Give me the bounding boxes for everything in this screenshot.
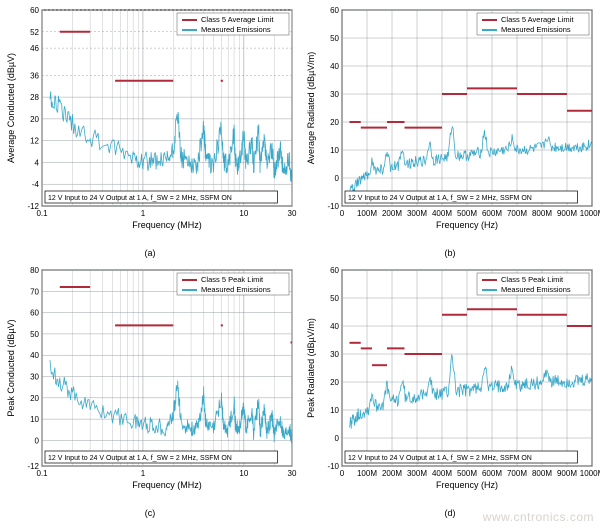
svg-text:10: 10 bbox=[330, 406, 339, 415]
svg-text:20: 20 bbox=[30, 115, 39, 124]
svg-text:30: 30 bbox=[30, 373, 39, 382]
svg-text:800M: 800M bbox=[532, 209, 552, 218]
panel-sublabel: (c) bbox=[0, 508, 300, 518]
svg-text:Frequency (Hz): Frequency (Hz) bbox=[436, 220, 498, 230]
svg-text:300M: 300M bbox=[407, 209, 427, 218]
svg-text:700M: 700M bbox=[507, 209, 527, 218]
panel-c: -12010203040506070800.11103012 V Input t… bbox=[0, 260, 300, 520]
svg-text:0: 0 bbox=[35, 436, 40, 445]
svg-text:800M: 800M bbox=[532, 469, 552, 478]
panel-sublabel: (b) bbox=[300, 248, 600, 258]
svg-text:50: 50 bbox=[30, 330, 39, 339]
svg-text:30: 30 bbox=[330, 350, 339, 359]
svg-text:-4: -4 bbox=[32, 180, 40, 189]
svg-text:4: 4 bbox=[35, 158, 40, 167]
svg-text:Average Conducted (dBµV): Average Conducted (dBµV) bbox=[6, 53, 16, 163]
svg-text:0: 0 bbox=[335, 174, 340, 183]
svg-text:60: 60 bbox=[330, 266, 339, 275]
svg-text:1: 1 bbox=[141, 209, 146, 218]
svg-text:0: 0 bbox=[335, 434, 340, 443]
svg-text:12 V Input to 24 V Output at 1: 12 V Input to 24 V Output at 1 A, f_SW =… bbox=[348, 455, 532, 462]
svg-text:12: 12 bbox=[30, 137, 39, 146]
svg-text:12 V Input to 24 V Output at 1: 12 V Input to 24 V Output at 1 A, f_SW =… bbox=[48, 455, 232, 462]
svg-text:10: 10 bbox=[30, 415, 39, 424]
svg-text:12 V Input to 24 V Output at 1: 12 V Input to 24 V Output at 1 A, f_SW =… bbox=[348, 195, 532, 202]
svg-text:30: 30 bbox=[330, 90, 339, 99]
svg-text:900M: 900M bbox=[557, 469, 577, 478]
svg-text:36: 36 bbox=[30, 71, 39, 80]
svg-text:40: 40 bbox=[330, 62, 339, 71]
svg-text:0: 0 bbox=[340, 209, 345, 218]
svg-text:500M: 500M bbox=[457, 209, 477, 218]
svg-text:20: 20 bbox=[30, 394, 39, 403]
svg-text:Peak Conducted (dBµV): Peak Conducted (dBµV) bbox=[6, 319, 16, 416]
svg-text:700M: 700M bbox=[507, 469, 527, 478]
svg-text:40: 40 bbox=[30, 351, 39, 360]
svg-text:60: 60 bbox=[30, 309, 39, 318]
svg-text:30: 30 bbox=[288, 469, 297, 478]
svg-text:Measured Emissions: Measured Emissions bbox=[201, 25, 271, 34]
svg-text:60: 60 bbox=[330, 6, 339, 15]
svg-text:-10: -10 bbox=[327, 202, 339, 211]
svg-text:600M: 600M bbox=[482, 209, 502, 218]
svg-text:Class 5 Peak Limit: Class 5 Peak Limit bbox=[501, 275, 564, 284]
svg-text:100M: 100M bbox=[357, 469, 377, 478]
svg-text:Measured Emissions: Measured Emissions bbox=[501, 25, 571, 34]
panel-d: -1001020304050600100M200M300M400M500M600… bbox=[300, 260, 600, 520]
svg-text:10: 10 bbox=[239, 209, 248, 218]
svg-text:10: 10 bbox=[239, 469, 248, 478]
svg-text:900M: 900M bbox=[557, 209, 577, 218]
svg-text:20: 20 bbox=[330, 118, 339, 127]
panel-sublabel: (a) bbox=[0, 248, 300, 258]
svg-text:52: 52 bbox=[30, 28, 39, 37]
svg-text:Frequency (MHz): Frequency (MHz) bbox=[132, 480, 202, 490]
svg-text:Frequency (Hz): Frequency (Hz) bbox=[436, 480, 498, 490]
svg-text:1000M: 1000M bbox=[580, 469, 600, 478]
svg-text:Average Radiated (dBµV/m): Average Radiated (dBµV/m) bbox=[306, 52, 316, 165]
svg-text:1: 1 bbox=[141, 469, 146, 478]
svg-text:Measured Emissions: Measured Emissions bbox=[201, 285, 271, 294]
svg-text:50: 50 bbox=[330, 294, 339, 303]
svg-text:400M: 400M bbox=[432, 469, 452, 478]
svg-text:200M: 200M bbox=[382, 209, 402, 218]
watermark: www.cntronics.com bbox=[483, 510, 594, 524]
svg-text:Class 5 Average Limit: Class 5 Average Limit bbox=[201, 15, 274, 24]
svg-text:28: 28 bbox=[30, 93, 39, 102]
svg-text:Class 5 Average Limit: Class 5 Average Limit bbox=[501, 15, 574, 24]
svg-text:0: 0 bbox=[340, 469, 345, 478]
svg-text:30: 30 bbox=[288, 209, 297, 218]
panel-a: -12-44122028364652600.11103012 V Input t… bbox=[0, 0, 300, 260]
svg-text:80: 80 bbox=[30, 266, 39, 275]
svg-text:300M: 300M bbox=[407, 469, 427, 478]
svg-text:Peak Radiated (dBµV/m): Peak Radiated (dBµV/m) bbox=[306, 318, 316, 418]
svg-text:50: 50 bbox=[330, 34, 339, 43]
svg-text:Frequency (MHz): Frequency (MHz) bbox=[132, 220, 202, 230]
panel-b: -1001020304050600100M200M300M400M500M600… bbox=[300, 0, 600, 260]
svg-text:600M: 600M bbox=[482, 469, 502, 478]
svg-text:0.1: 0.1 bbox=[36, 469, 48, 478]
svg-text:Class 5 Peak Limit: Class 5 Peak Limit bbox=[201, 275, 264, 284]
svg-text:400M: 400M bbox=[432, 209, 452, 218]
svg-text:10: 10 bbox=[330, 146, 339, 155]
svg-text:Measured Emissions: Measured Emissions bbox=[501, 285, 571, 294]
svg-text:12 V Input to 24 V Output at 1: 12 V Input to 24 V Output at 1 A, f_SW =… bbox=[48, 195, 232, 202]
svg-text:40: 40 bbox=[330, 322, 339, 331]
svg-text:0.1: 0.1 bbox=[36, 209, 48, 218]
svg-text:46: 46 bbox=[30, 44, 39, 53]
svg-text:200M: 200M bbox=[382, 469, 402, 478]
svg-text:1000M: 1000M bbox=[580, 209, 600, 218]
svg-text:500M: 500M bbox=[457, 469, 477, 478]
svg-text:60: 60 bbox=[30, 6, 39, 15]
svg-text:-10: -10 bbox=[327, 462, 339, 471]
svg-text:100M: 100M bbox=[357, 209, 377, 218]
svg-text:20: 20 bbox=[330, 378, 339, 387]
chart-grid: -12-44122028364652600.11103012 V Input t… bbox=[0, 0, 600, 520]
svg-text:70: 70 bbox=[30, 287, 39, 296]
